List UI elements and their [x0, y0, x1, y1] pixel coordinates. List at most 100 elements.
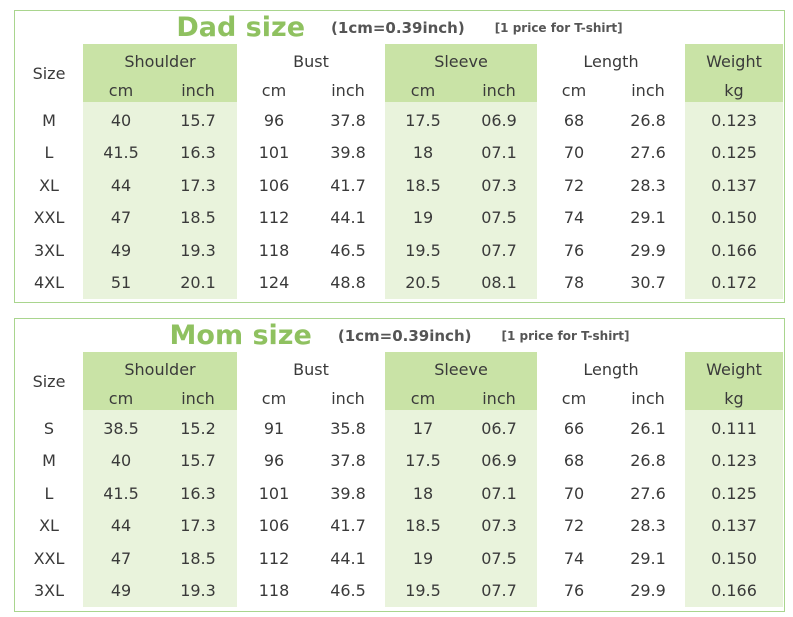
table-cell: 35.8 [330, 418, 366, 438]
table-cell: 76 [563, 240, 585, 260]
table-cell: 28.3 [630, 175, 666, 195]
table-cell: 29.1 [630, 208, 666, 228]
table-cell: 20.5 [405, 273, 441, 293]
group-header: Weight [685, 352, 783, 386]
table-cell: 07.1 [481, 143, 517, 163]
table-cell: 18.5 [180, 208, 216, 228]
dad-title-row: Dad size (1cm=0.39inch) [1 price for T-s… [15, 11, 784, 44]
size-header: Size [32, 371, 66, 391]
unit-header-row: cm inch cm inch cm inch cm inch kg [15, 386, 783, 410]
table-cell: 30.7 [630, 273, 666, 293]
group-header: Length [583, 51, 639, 71]
table-cell: 08.1 [481, 273, 517, 293]
table-cell: 41.7 [330, 175, 366, 195]
mom-size-table: Mom size (1cm=0.39inch) [1 price for T-s… [14, 318, 785, 612]
table-cell: 39.8 [330, 483, 366, 503]
group-header-row: Shoulder Bust Sleeve Length Weight [15, 352, 783, 386]
table-cell: 76 [563, 581, 585, 601]
table-cell: 49 [110, 581, 132, 601]
size-cell: XXL [33, 548, 65, 568]
table-cell: 18 [412, 483, 434, 503]
table-row: S 38.5 15.2 91 35.8 17 06.7 66 26.1 0.111 [15, 412, 783, 445]
table-cell: 101 [258, 483, 290, 503]
group-header: Sleeve [385, 352, 537, 386]
table-cell: 26.8 [630, 451, 666, 471]
size-header: Size [32, 63, 66, 83]
table-cell: 07.3 [481, 516, 517, 536]
table-cell: 37.8 [330, 451, 366, 471]
table-cell: 124 [258, 273, 290, 293]
table-cell: 96 [263, 110, 285, 130]
table-cell: 29.9 [630, 240, 666, 260]
table-cell: 07.7 [481, 581, 517, 601]
group-header-row: Shoulder Bust Sleeve Length Weight [15, 44, 783, 78]
group-header: Bust [293, 359, 329, 379]
table-cell: 07.7 [481, 240, 517, 260]
group-header: Sleeve [385, 44, 537, 78]
group-header: Weight [685, 44, 783, 78]
table-cell: 70 [563, 483, 585, 503]
table-cell: 70 [563, 143, 585, 163]
table-cell: 16.3 [180, 143, 216, 163]
table-cell: 68 [563, 451, 585, 471]
table-row: XL 44 17.3 106 41.7 18.5 07.3 72 28.3 0.137 [15, 510, 783, 543]
size-cell: 3XL [33, 581, 65, 601]
table-row: M 40 15.7 96 37.8 17.5 06.9 68 26.8 0.123 [15, 445, 783, 478]
table-cell: 19.3 [180, 581, 216, 601]
table-cell: 48.8 [330, 273, 366, 293]
table-cell: 27.6 [630, 143, 666, 163]
table-cell: 19 [412, 208, 434, 228]
unit-header: cm [561, 80, 587, 100]
price-note: [1 price for T-shirt] [501, 328, 630, 343]
size-cell: L [44, 143, 54, 163]
table-row: XXL 47 18.5 112 44.1 19 07.5 74 29.1 0.150 [15, 542, 783, 575]
table-cell: 118 [258, 581, 290, 601]
table-cell: 0.123 [711, 451, 757, 471]
mom-title-row: Mom size (1cm=0.39inch) [1 price for T-s… [15, 319, 784, 352]
unit-header: inch [631, 80, 665, 100]
unit-note: (1cm=0.39inch) [337, 326, 472, 345]
table-cell: 0.172 [711, 273, 757, 293]
table-cell: 0.150 [711, 208, 757, 228]
unit-header: inch [461, 386, 537, 410]
size-cell: XL [39, 516, 59, 536]
table-cell: 07.5 [481, 548, 517, 568]
table-cell: 18.5 [180, 548, 216, 568]
size-cell: 3XL [33, 240, 65, 260]
table-cell: 74 [563, 208, 585, 228]
table-cell: 44.1 [330, 548, 366, 568]
unit-header-row: cm inch cm inch cm inch cm inch kg [15, 78, 783, 102]
table-title: Mom size [169, 320, 312, 351]
table-cell: 0.137 [711, 516, 757, 536]
size-cell: M [42, 451, 56, 471]
size-cell: L [44, 483, 54, 503]
table-cell: 07.3 [481, 175, 517, 195]
table-cell: 37.8 [330, 110, 366, 130]
unit-header: cm [83, 386, 159, 410]
table-cell: 106 [258, 175, 290, 195]
table-cell: 26.1 [630, 418, 666, 438]
table-cell: 18.5 [405, 175, 441, 195]
table-cell: 06.7 [481, 418, 517, 438]
table-cell: 0.123 [711, 110, 757, 130]
table-cell: 19 [412, 548, 434, 568]
table-cell: 17.3 [180, 516, 216, 536]
size-cell: XXL [33, 208, 65, 228]
table-cell: 68 [563, 110, 585, 130]
unit-note: (1cm=0.39inch) [331, 18, 465, 37]
table-cell: 51 [110, 273, 132, 293]
table-cell: 74 [563, 548, 585, 568]
table-cell: 0.166 [711, 581, 757, 601]
unit-header: cm [261, 80, 287, 100]
size-cell: S [43, 418, 55, 438]
size-cell: XL [39, 175, 59, 195]
table-cell: 17.5 [405, 451, 441, 471]
unit-header: cm [385, 386, 461, 410]
table-cell: 44 [110, 516, 132, 536]
table-cell: 16.3 [180, 483, 216, 503]
table-cell: 112 [258, 208, 290, 228]
unit-header: cm [385, 78, 461, 102]
table-cell: 91 [263, 418, 285, 438]
unit-header: inch [159, 386, 237, 410]
table-cell: 19.3 [180, 240, 216, 260]
